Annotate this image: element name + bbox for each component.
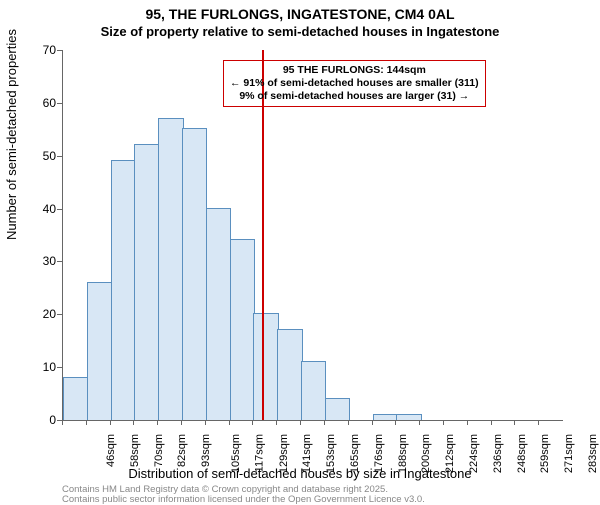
histogram-bar <box>253 313 278 420</box>
y-tick-label: 20 <box>16 307 56 321</box>
x-tick-label: 248sqm <box>516 434 528 473</box>
x-tick-label: 212sqm <box>444 434 456 473</box>
x-tick-label: 93sqm <box>200 434 212 467</box>
x-tick-label: 117sqm <box>253 434 265 472</box>
x-tick-label: 70sqm <box>153 434 165 467</box>
histogram-bar <box>182 128 207 420</box>
x-tick-label: 82sqm <box>176 434 188 467</box>
y-tick-label: 30 <box>16 254 56 268</box>
x-tick-mark <box>86 420 87 425</box>
histogram-bar <box>230 239 255 420</box>
histogram-bar <box>158 118 183 420</box>
x-tick-mark <box>110 420 111 425</box>
x-tick-mark <box>372 420 373 425</box>
y-tick-label: 10 <box>16 360 56 374</box>
chart-title-sub: Size of property relative to semi-detach… <box>0 24 600 39</box>
y-tick-label: 60 <box>16 96 56 110</box>
x-tick-mark <box>252 420 253 425</box>
x-tick-label: 188sqm <box>397 434 409 473</box>
annotation-line: 9% of semi-detached houses are larger (3… <box>230 90 479 103</box>
x-tick-label: 271sqm <box>563 434 575 473</box>
histogram-bar <box>206 208 231 420</box>
y-tick-mark <box>57 156 62 157</box>
y-tick-mark <box>57 314 62 315</box>
histogram-bar <box>63 377 88 420</box>
histogram-bar <box>111 160 136 420</box>
x-tick-mark <box>205 420 206 425</box>
x-tick-mark <box>133 420 134 425</box>
x-tick-mark <box>62 420 63 425</box>
y-tick-label: 70 <box>16 43 56 57</box>
annotation-line: ← 91% of semi-detached houses are smalle… <box>230 77 479 90</box>
y-tick-mark <box>57 209 62 210</box>
annotation-box: 95 THE FURLONGS: 144sqm← 91% of semi-det… <box>223 60 486 107</box>
x-tick-mark <box>181 420 182 425</box>
x-tick-mark <box>491 420 492 425</box>
chart-title-main: 95, THE FURLONGS, INGATESTONE, CM4 0AL <box>0 6 600 22</box>
y-tick-label: 40 <box>16 202 56 216</box>
x-tick-label: 129sqm <box>278 434 290 473</box>
histogram-bar <box>373 414 398 420</box>
x-tick-mark <box>276 420 277 425</box>
x-tick-mark <box>514 420 515 425</box>
x-tick-label: 153sqm <box>325 434 337 473</box>
plot-area: 95 THE FURLONGS: 144sqm← 91% of semi-det… <box>62 50 563 421</box>
x-tick-mark <box>348 420 349 425</box>
x-tick-label: 46sqm <box>105 434 117 467</box>
histogram-bar <box>301 361 326 420</box>
y-tick-label: 0 <box>16 413 56 427</box>
histogram-bar <box>277 329 302 420</box>
histogram-bar <box>396 414 421 420</box>
y-tick-mark <box>57 103 62 104</box>
y-tick-mark <box>57 50 62 51</box>
x-tick-label: 283sqm <box>587 434 599 473</box>
x-tick-mark <box>467 420 468 425</box>
x-tick-label: 176sqm <box>373 434 385 473</box>
annotation-line: 95 THE FURLONGS: 144sqm <box>230 64 479 77</box>
x-tick-mark <box>229 420 230 425</box>
x-tick-mark <box>157 420 158 425</box>
x-tick-mark <box>419 420 420 425</box>
x-tick-mark <box>324 420 325 425</box>
x-tick-mark <box>395 420 396 425</box>
x-tick-label: 200sqm <box>421 434 433 473</box>
x-tick-label: 259sqm <box>540 434 552 473</box>
x-tick-label: 165sqm <box>349 434 361 473</box>
x-tick-label: 58sqm <box>129 434 141 467</box>
x-tick-label: 141sqm <box>302 434 314 473</box>
x-tick-label: 224sqm <box>468 434 480 473</box>
x-tick-mark <box>443 420 444 425</box>
y-tick-mark <box>57 367 62 368</box>
histogram-bar <box>134 144 159 420</box>
x-tick-mark <box>538 420 539 425</box>
x-tick-label: 236sqm <box>492 434 504 473</box>
histogram-bar <box>325 398 350 420</box>
x-tick-mark <box>300 420 301 425</box>
y-tick-mark <box>57 261 62 262</box>
histogram-bar <box>87 282 112 420</box>
x-axis-label: Distribution of semi-detached houses by … <box>0 466 600 481</box>
y-tick-label: 50 <box>16 149 56 163</box>
chart-container: 95, THE FURLONGS, INGATESTONE, CM4 0AL S… <box>0 0 600 500</box>
x-tick-label: 105sqm <box>230 434 242 473</box>
